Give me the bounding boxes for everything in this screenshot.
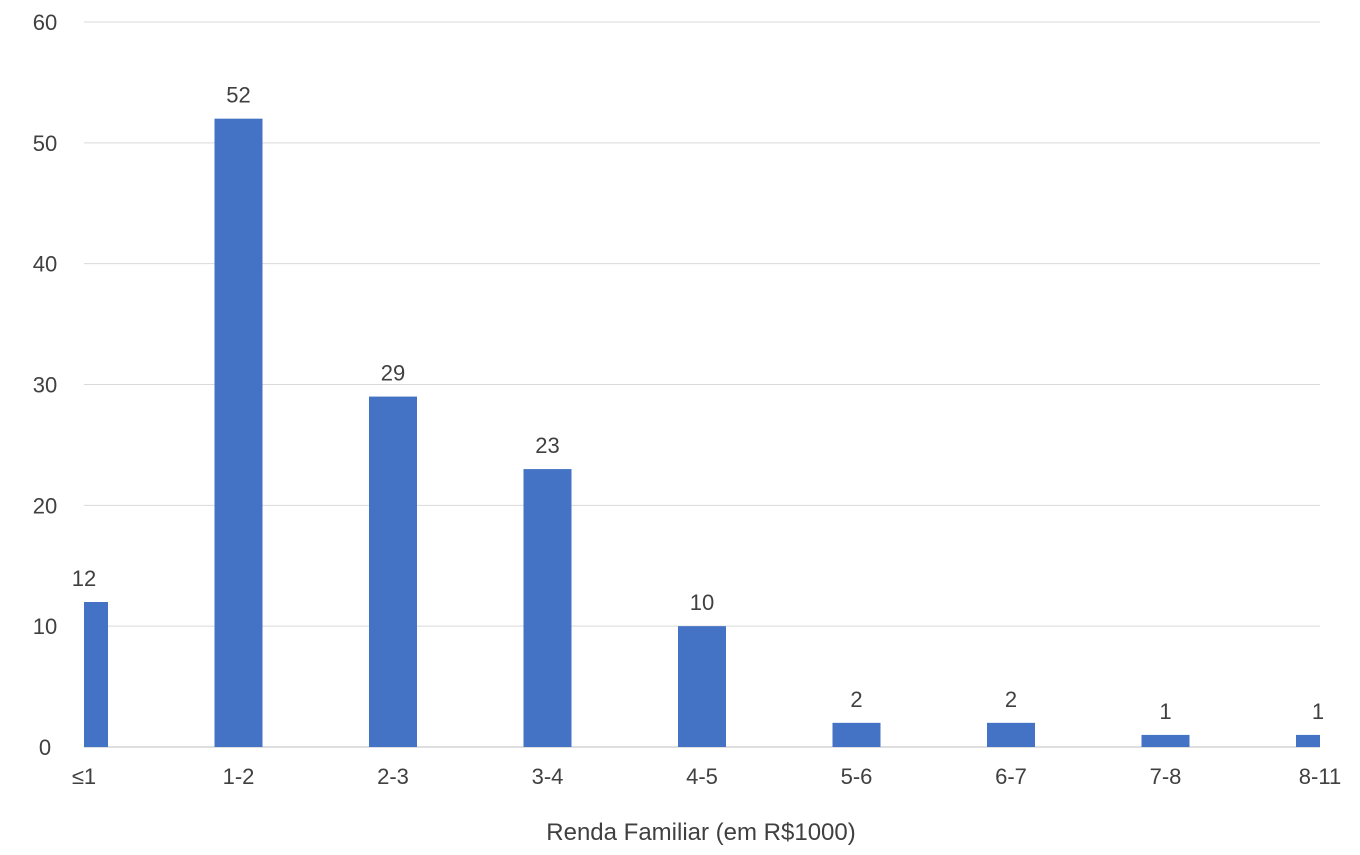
data-label: 1: [1312, 699, 1324, 724]
data-label: 29: [381, 361, 405, 386]
bar-6: [987, 722, 1035, 747]
data-label: 2: [1005, 687, 1017, 712]
y-tick-label: 60: [33, 10, 57, 35]
bar-1: [214, 118, 263, 747]
x-tick-label: 3-4: [532, 764, 564, 789]
data-label: 23: [535, 433, 559, 458]
bar-0: [84, 602, 108, 747]
x-tick-label: 4-5: [686, 764, 718, 789]
y-axis-ticks: 0 10 20 30 40 50 60: [33, 10, 57, 760]
bars: [84, 118, 1320, 747]
x-tick-label: 6-7: [995, 764, 1027, 789]
y-tick-label: 40: [33, 252, 57, 277]
y-tick-label: 10: [33, 614, 57, 639]
x-tick-label: 1-2: [223, 764, 255, 789]
y-tick-label: 20: [33, 493, 57, 518]
bar-7: [1141, 734, 1190, 747]
x-tick-label: 2-3: [377, 764, 409, 789]
y-tick-label: 0: [39, 735, 51, 760]
x-tick-label: ≤1: [72, 764, 96, 789]
data-label: 10: [690, 590, 714, 615]
x-axis-title: Renda Familiar (em R$1000): [546, 819, 855, 846]
bar-3: [523, 469, 572, 747]
x-tick-label: 7-8: [1150, 764, 1182, 789]
data-labels: 12 52 29 23 10 2 2 1 1: [72, 83, 1324, 724]
bar-8: [1296, 734, 1320, 747]
bar-2: [369, 396, 417, 747]
data-label: 2: [850, 687, 862, 712]
bar-5: [832, 722, 881, 747]
x-tick-label: 5-6: [841, 764, 873, 789]
data-label: 12: [72, 566, 96, 591]
y-tick-label: 30: [33, 373, 57, 398]
x-tick-label: 8-11: [1299, 764, 1341, 789]
data-label: 1: [1159, 699, 1171, 724]
y-tick-label: 50: [33, 131, 57, 156]
x-axis-ticks: ≤1 1-2 2-3 3-4 4-5 5-6 6-7 7-8 8-11: [72, 764, 1341, 789]
gridlines: [84, 21, 1320, 748]
bar-4: [678, 626, 726, 747]
data-label: 52: [226, 83, 250, 108]
